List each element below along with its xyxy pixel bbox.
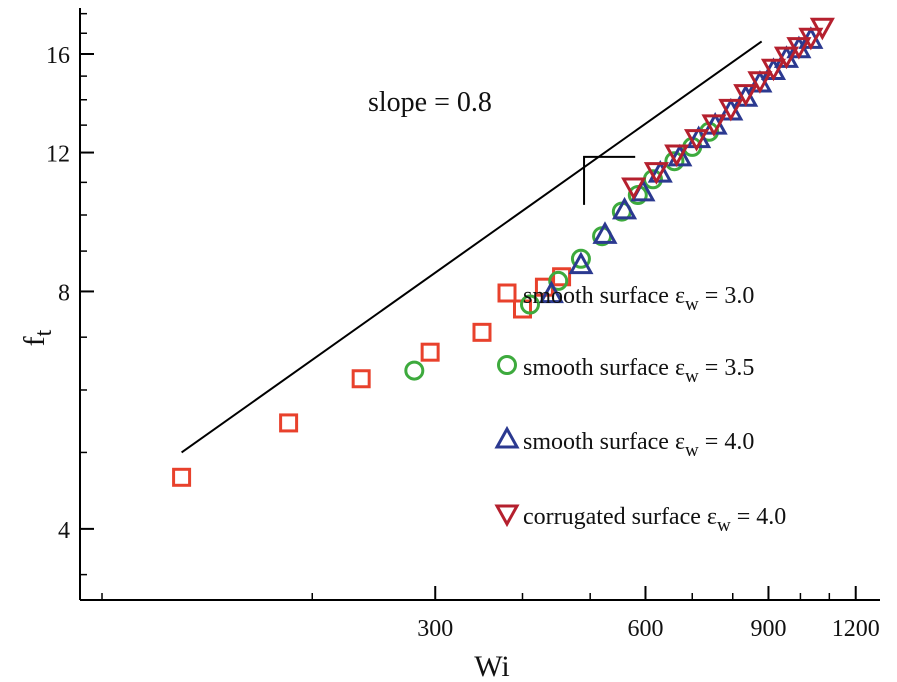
- y-tick-label: 8: [58, 280, 70, 306]
- axes: [79, 8, 880, 601]
- legend-label: corrugated surface εw = 4.0: [523, 504, 786, 536]
- data-point: [773, 46, 800, 70]
- legend-label: smooth surface εw = 3.5: [523, 355, 754, 387]
- data-point: [643, 162, 669, 185]
- data-point: [733, 84, 759, 107]
- data-point: [647, 160, 673, 183]
- data-point: [621, 177, 647, 201]
- y-tick-label: 12: [46, 142, 70, 168]
- data-point: [809, 17, 835, 41]
- legend-label-main: corrugated surface ε: [523, 504, 717, 530]
- data-point: [718, 98, 744, 122]
- x-tick-label: 1200: [832, 616, 880, 642]
- data-point: [568, 251, 594, 275]
- data-point: [404, 360, 425, 381]
- data-point: [548, 270, 569, 291]
- data-point: [664, 151, 685, 172]
- data-point: [612, 196, 638, 220]
- legend-label-suffix: = 4.0: [731, 504, 787, 530]
- data-point: [701, 114, 727, 137]
- y-tick-label: 16: [46, 43, 70, 69]
- y-tick-label: 4: [58, 518, 70, 544]
- legend-marker: [497, 283, 517, 303]
- y-axis-title: ft: [18, 329, 57, 346]
- x-tick-label: 300: [417, 616, 453, 642]
- data-point: [747, 71, 773, 94]
- reference-line: [181, 40, 763, 454]
- y-axis-title-sub: t: [31, 329, 57, 336]
- legend-marker: [497, 355, 517, 375]
- data-point: [351, 369, 371, 389]
- data-points: [172, 17, 835, 487]
- legend-label-sub: w: [685, 294, 699, 315]
- data-point: [552, 267, 572, 287]
- x-tick-label: 900: [750, 616, 786, 642]
- legend-label: smooth surface εw = 3.0: [523, 283, 754, 315]
- series-4: [621, 17, 835, 201]
- y-axis-title-main: f: [18, 336, 51, 346]
- legend-label-suffix: = 3.5: [699, 355, 755, 381]
- legend-label-main: smooth surface ε: [523, 429, 685, 455]
- data-point: [570, 248, 591, 269]
- legend-entry-2: smooth surface εw = 3.5: [497, 355, 754, 387]
- svg-text:ft: ft: [18, 329, 57, 346]
- ticks: 300 600 900 1200 4 8 12 16: [46, 12, 880, 642]
- data-point: [592, 221, 618, 244]
- data-point: [538, 280, 564, 304]
- legend-label: smooth surface εw = 4.0: [523, 429, 754, 461]
- data-point: [786, 37, 812, 60]
- data-point: [279, 413, 299, 433]
- legend-entry-1: smooth surface εw = 3.0: [497, 283, 754, 315]
- data-point: [664, 144, 690, 168]
- data-point: [472, 322, 492, 342]
- legend-entry-3: smooth surface εw = 4.0: [494, 425, 754, 461]
- legend-marker: [494, 425, 520, 449]
- legend-label-suffix: = 3.0: [699, 283, 755, 309]
- legend-marker: [494, 504, 520, 528]
- slope-annotation: slope = 0.8: [368, 87, 492, 118]
- x-tick-label: 600: [627, 616, 663, 642]
- data-point: [667, 143, 693, 167]
- data-point: [760, 58, 787, 82]
- legend-label-main: smooth surface ε: [523, 355, 685, 381]
- x-axis-title: Wi: [474, 650, 509, 682]
- data-point: [519, 294, 540, 315]
- data-point: [798, 27, 824, 51]
- legend-label-main: smooth surface ε: [523, 283, 685, 309]
- legend-label-suffix: = 4.0: [699, 429, 755, 455]
- legend-label-sub: w: [685, 440, 699, 461]
- legend-label-sub: w: [685, 366, 699, 387]
- reference-line-group: [181, 40, 763, 454]
- legend-label-sub: w: [717, 515, 731, 536]
- data-point: [420, 342, 440, 362]
- series-1: [172, 267, 572, 487]
- legend-entry-4: corrugated surface εw = 4.0: [494, 504, 786, 536]
- slope-triangle: [583, 155, 636, 205]
- data-point: [172, 467, 192, 487]
- data-point: [683, 129, 710, 152]
